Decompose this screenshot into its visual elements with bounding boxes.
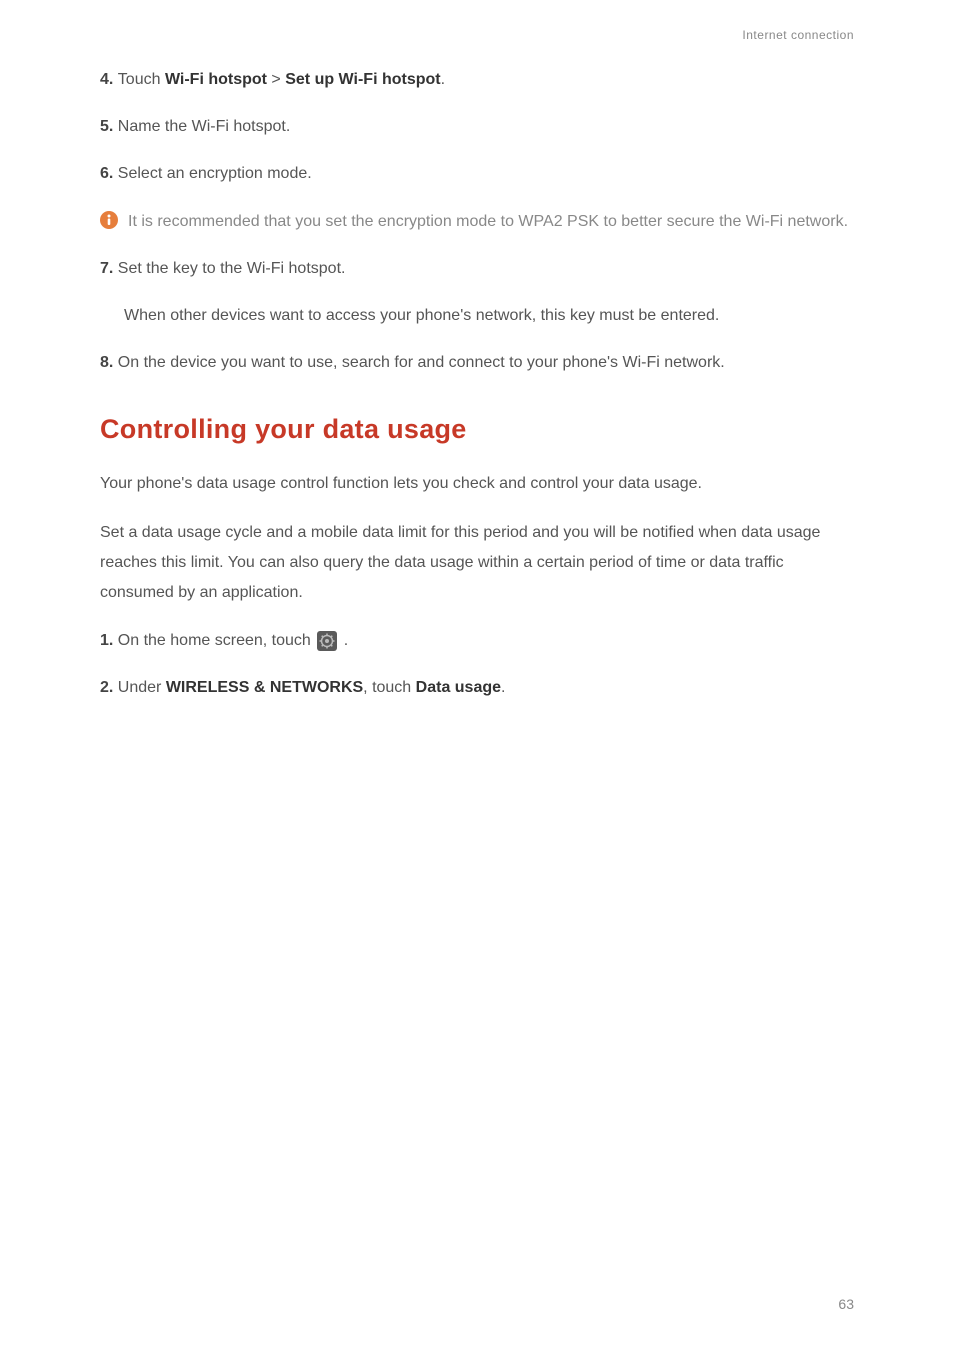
step-text-prefix: On the home screen, touch bbox=[118, 632, 315, 649]
step-number: 1. bbox=[100, 632, 118, 649]
step-number: 5. bbox=[100, 118, 118, 135]
note-text: It is recommended that you set the encry… bbox=[128, 213, 848, 230]
step-text-prefix: Touch bbox=[118, 71, 165, 88]
step-text: Set the key to the Wi-Fi hotspot. bbox=[118, 260, 346, 277]
page-number: 63 bbox=[838, 1296, 854, 1312]
step-b2: 2. Under WIRELESS & NETWORKS, touch Data… bbox=[100, 674, 854, 701]
step-text-suffix: . bbox=[441, 71, 445, 88]
section-heading: Controlling your data usage bbox=[100, 414, 854, 445]
step-8: 8. On the device you want to use, search… bbox=[100, 349, 854, 376]
step-text-suffix: . bbox=[501, 679, 505, 696]
step-bold-2: Set up Wi-Fi hotspot bbox=[285, 71, 440, 88]
step-bold-1: WIRELESS & NETWORKS bbox=[166, 679, 363, 696]
step-7-subtext: When other devices want to access your p… bbox=[124, 302, 854, 329]
note-block: It is recommended that you set the encry… bbox=[124, 208, 854, 235]
breadcrumb: Internet connection bbox=[100, 28, 854, 42]
step-text: On the device you want to use, search fo… bbox=[118, 354, 725, 371]
info-icon bbox=[100, 211, 118, 229]
step-b1: 1. On the home screen, touch . bbox=[100, 627, 854, 654]
step-number: 4. bbox=[100, 71, 118, 88]
paragraph-1: Your phone's data usage control function… bbox=[100, 469, 854, 499]
step-text-middle: > bbox=[267, 71, 285, 88]
step-text-prefix: Under bbox=[118, 679, 166, 696]
step-number: 7. bbox=[100, 260, 118, 277]
step-text: Select an encryption mode. bbox=[118, 165, 312, 182]
step-7: 7. Set the key to the Wi-Fi hotspot. bbox=[100, 255, 854, 282]
step-4: 4. Touch Wi-Fi hotspot > Set up Wi-Fi ho… bbox=[100, 66, 854, 93]
step-number: 2. bbox=[100, 679, 118, 696]
step-bold-2: Data usage bbox=[416, 679, 501, 696]
step-5: 5. Name the Wi-Fi hotspot. bbox=[100, 113, 854, 140]
step-bold-1: Wi-Fi hotspot bbox=[165, 71, 267, 88]
step-number: 8. bbox=[100, 354, 118, 371]
paragraph-2: Set a data usage cycle and a mobile data… bbox=[100, 518, 854, 609]
step-6: 6. Select an encryption mode. bbox=[100, 160, 854, 187]
settings-icon bbox=[317, 631, 337, 651]
step-text-suffix: . bbox=[344, 632, 348, 649]
step-text: Name the Wi-Fi hotspot. bbox=[118, 118, 291, 135]
step-text-middle: , touch bbox=[363, 679, 415, 696]
step-number: 6. bbox=[100, 165, 118, 182]
